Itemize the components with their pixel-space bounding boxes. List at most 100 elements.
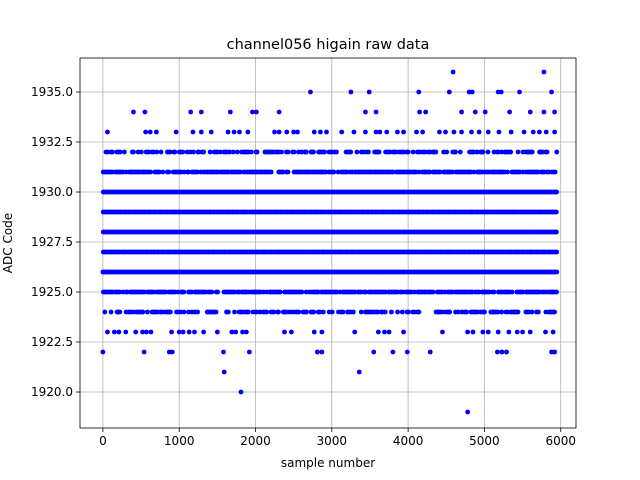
data-point xyxy=(371,349,377,355)
data-point xyxy=(247,349,252,355)
data-point xyxy=(469,89,475,95)
data-point xyxy=(420,129,426,135)
data-point xyxy=(285,169,291,175)
data-point xyxy=(480,149,486,155)
data-point xyxy=(350,309,356,315)
data-point xyxy=(208,129,214,135)
data-point xyxy=(498,89,504,95)
data-point xyxy=(253,109,259,115)
data-point xyxy=(423,109,429,115)
data-point xyxy=(495,309,501,315)
data-point xyxy=(499,349,505,355)
data-point xyxy=(214,329,220,335)
x-tick-label: 4000 xyxy=(393,434,424,448)
data-point xyxy=(485,329,491,335)
y-tick-label: 1930.0 xyxy=(31,185,73,199)
data-point xyxy=(329,309,335,315)
data-point xyxy=(213,309,219,315)
data-point xyxy=(554,269,560,275)
data-point xyxy=(553,209,559,215)
data-point xyxy=(201,329,207,335)
x-tick-label: 3000 xyxy=(317,434,348,448)
data-point xyxy=(382,309,388,315)
data-point xyxy=(284,129,290,135)
data-point xyxy=(388,309,394,315)
y-tick-label: 1935.0 xyxy=(31,85,73,99)
data-point xyxy=(348,149,354,155)
data-point xyxy=(430,289,436,295)
data-point xyxy=(250,109,255,115)
data-point xyxy=(143,329,149,335)
data-point xyxy=(146,149,152,155)
data-point xyxy=(148,169,154,175)
data-point xyxy=(291,149,297,155)
data-point xyxy=(386,329,392,335)
data-point xyxy=(404,349,410,355)
data-point xyxy=(230,149,236,155)
data-point xyxy=(154,149,160,155)
data-point xyxy=(288,329,294,335)
data-point xyxy=(324,129,329,135)
data-point xyxy=(543,129,549,135)
data-point xyxy=(427,349,433,355)
chart-title: channel056 higain raw data xyxy=(227,37,430,53)
data-point xyxy=(491,289,497,295)
data-point xyxy=(282,329,287,335)
data-point xyxy=(245,309,251,315)
data-point xyxy=(147,129,153,135)
data-point xyxy=(373,109,379,115)
data-point xyxy=(167,149,173,155)
data-point xyxy=(116,329,122,335)
data-point xyxy=(334,149,339,155)
data-point xyxy=(303,149,309,155)
data-point xyxy=(446,89,452,95)
data-point xyxy=(508,129,514,135)
data-point xyxy=(362,129,368,135)
data-point xyxy=(142,109,148,115)
data-point xyxy=(311,149,316,155)
data-point xyxy=(504,349,509,355)
data-point xyxy=(186,329,192,335)
data-point xyxy=(482,309,487,315)
data-point xyxy=(356,369,362,375)
data-point xyxy=(166,169,172,175)
data-point xyxy=(180,149,186,155)
data-point xyxy=(401,329,406,335)
data-point xyxy=(406,309,411,315)
data-point xyxy=(111,329,117,335)
data-point xyxy=(495,349,500,355)
data-point xyxy=(145,309,150,315)
data-point xyxy=(190,129,196,135)
data-point xyxy=(453,149,458,155)
data-point xyxy=(465,409,471,415)
data-point xyxy=(285,149,291,155)
data-point xyxy=(131,149,136,155)
data-point xyxy=(317,129,323,135)
data-point xyxy=(148,329,154,335)
y-tick-label: 1925.0 xyxy=(31,285,73,299)
data-point xyxy=(160,169,166,175)
data-point xyxy=(340,309,346,315)
data-point xyxy=(541,69,547,75)
data-point xyxy=(153,129,159,135)
data-point xyxy=(554,189,560,195)
data-point xyxy=(322,149,327,155)
data-point xyxy=(123,329,129,335)
data-point xyxy=(552,109,558,115)
data-points xyxy=(100,69,560,415)
data-point xyxy=(541,109,547,115)
data-point xyxy=(158,149,164,155)
data-point xyxy=(225,129,231,135)
data-point xyxy=(527,329,533,335)
data-point xyxy=(444,149,450,155)
data-point xyxy=(552,169,558,175)
x-axis-label: sample number xyxy=(281,456,375,470)
y-tick-label: 1922.5 xyxy=(31,335,73,349)
data-point xyxy=(311,309,317,315)
data-point xyxy=(450,69,456,75)
data-point xyxy=(354,149,360,155)
data-point xyxy=(133,329,139,335)
data-point xyxy=(209,289,215,295)
